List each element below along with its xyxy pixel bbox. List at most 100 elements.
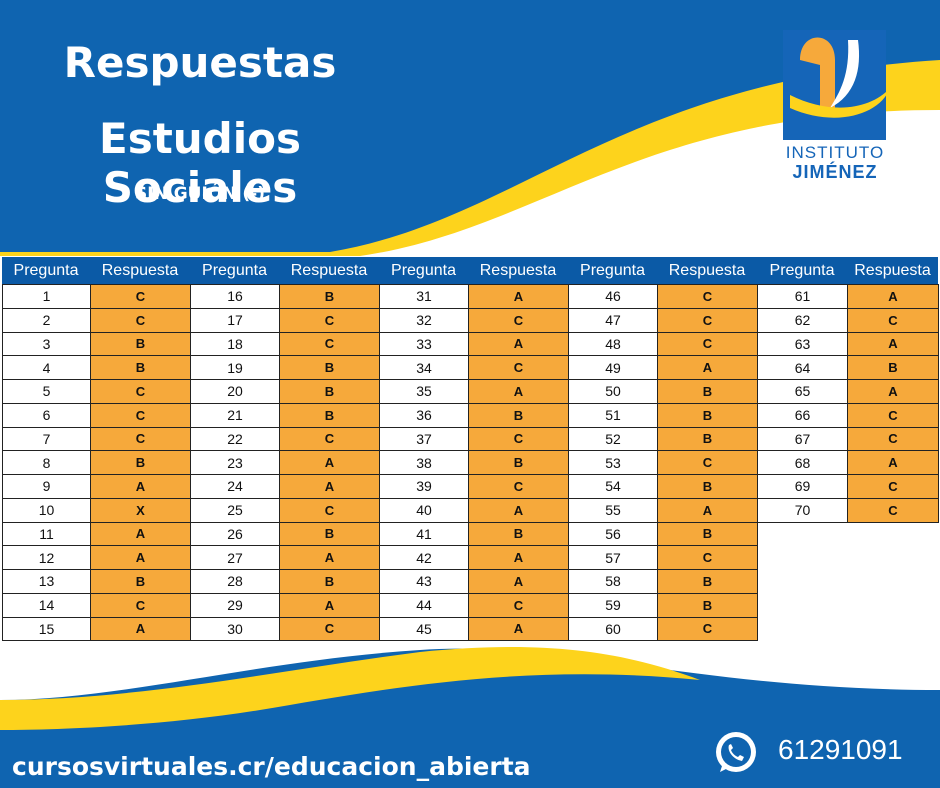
question-number: 29 [190,592,280,618]
question-number: 23 [190,450,280,475]
answer: C [657,545,758,570]
answer: B [657,402,758,428]
answer: C [468,307,569,333]
question-number: 6 [2,402,91,428]
question-number: 19 [190,355,280,380]
answer: A [468,569,569,594]
subtitle: SIN GUIÓN (-) [135,184,265,204]
answer: B [90,450,191,475]
column-header: Respuesta [847,257,938,284]
question-number: 16 [190,284,280,309]
answer: C [657,616,758,642]
answer: C [657,307,758,333]
question-number: 17 [190,307,280,333]
answer: C [657,284,758,309]
answer: A [90,474,191,499]
answer: B [468,450,569,475]
answer: A [90,616,191,642]
answer: B [279,284,380,309]
answer: B [657,379,758,404]
answer: A [468,616,569,642]
answer: B [468,521,569,547]
question-number: 51 [568,402,658,428]
whatsapp-icon [716,732,756,772]
question-number: 66 [757,402,848,428]
answer: B [279,569,380,594]
question-number: 36 [379,402,469,428]
answer: B [657,521,758,547]
answer: C [90,307,191,333]
question-number: 5 [2,379,91,404]
column-header: Respuesta [468,257,568,284]
question-number: 67 [757,426,848,452]
column-header: Pregunta [757,257,847,284]
question-number: 32 [379,307,469,333]
question-number: 45 [379,616,469,642]
question-number: 37 [379,426,469,452]
answer: C [468,426,569,452]
question-number: 47 [568,307,658,333]
question-number: 24 [190,474,280,499]
answer: C [90,284,191,309]
question-number: 7 [2,426,91,452]
question-number: 34 [379,355,469,380]
question-number: 44 [379,592,469,618]
question-number: 59 [568,592,658,618]
answer: C [468,474,569,499]
question-number: 63 [757,331,848,357]
answer: A [657,497,758,523]
question-number: 40 [379,497,469,523]
answer: C [847,307,939,333]
answer: A [468,545,569,570]
question-number: 43 [379,569,469,594]
answer: B [657,474,758,499]
answer: C [847,402,939,428]
answer: B [279,379,380,404]
answer: A [847,331,939,357]
answer: C [90,426,191,452]
answer: A [468,379,569,404]
question-number: 25 [190,497,280,523]
answer: A [468,331,569,357]
question-number: 35 [379,379,469,404]
question-number: 46 [568,284,658,309]
answer: A [279,592,380,618]
answer: B [279,355,380,380]
answer: A [468,497,569,523]
question-number: 38 [379,450,469,475]
column-header: Pregunta [190,257,279,284]
title: Respuestas [63,38,337,87]
question-number: 3 [2,331,91,357]
question-number: 54 [568,474,658,499]
question-number: 52 [568,426,658,452]
question-number: 33 [379,331,469,357]
answer: C [90,592,191,618]
question-number: 14 [2,592,91,618]
answer: B [279,402,380,428]
question-number: 57 [568,545,658,570]
answer: B [279,521,380,547]
question-number: 31 [379,284,469,309]
answer: C [90,402,191,428]
answer: A [468,284,569,309]
question-number: 53 [568,450,658,475]
answer: A [279,450,380,475]
question-number: 62 [757,307,848,333]
answer: C [279,426,380,452]
question-number: 64 [757,355,848,380]
answer: A [90,521,191,547]
question-number: 70 [757,497,848,523]
question-number: 15 [2,616,91,642]
answer: B [657,569,758,594]
phone: 61291091 [778,734,903,765]
question-number: 10 [2,497,91,523]
question-number: 55 [568,497,658,523]
question-number: 26 [190,521,280,547]
question-number: 2 [2,307,91,333]
answer: X [90,497,191,523]
question-number: 11 [2,521,91,547]
question-number: 1 [2,284,91,309]
answer: C [847,497,939,523]
question-number: 60 [568,616,658,642]
answer: B [657,592,758,618]
